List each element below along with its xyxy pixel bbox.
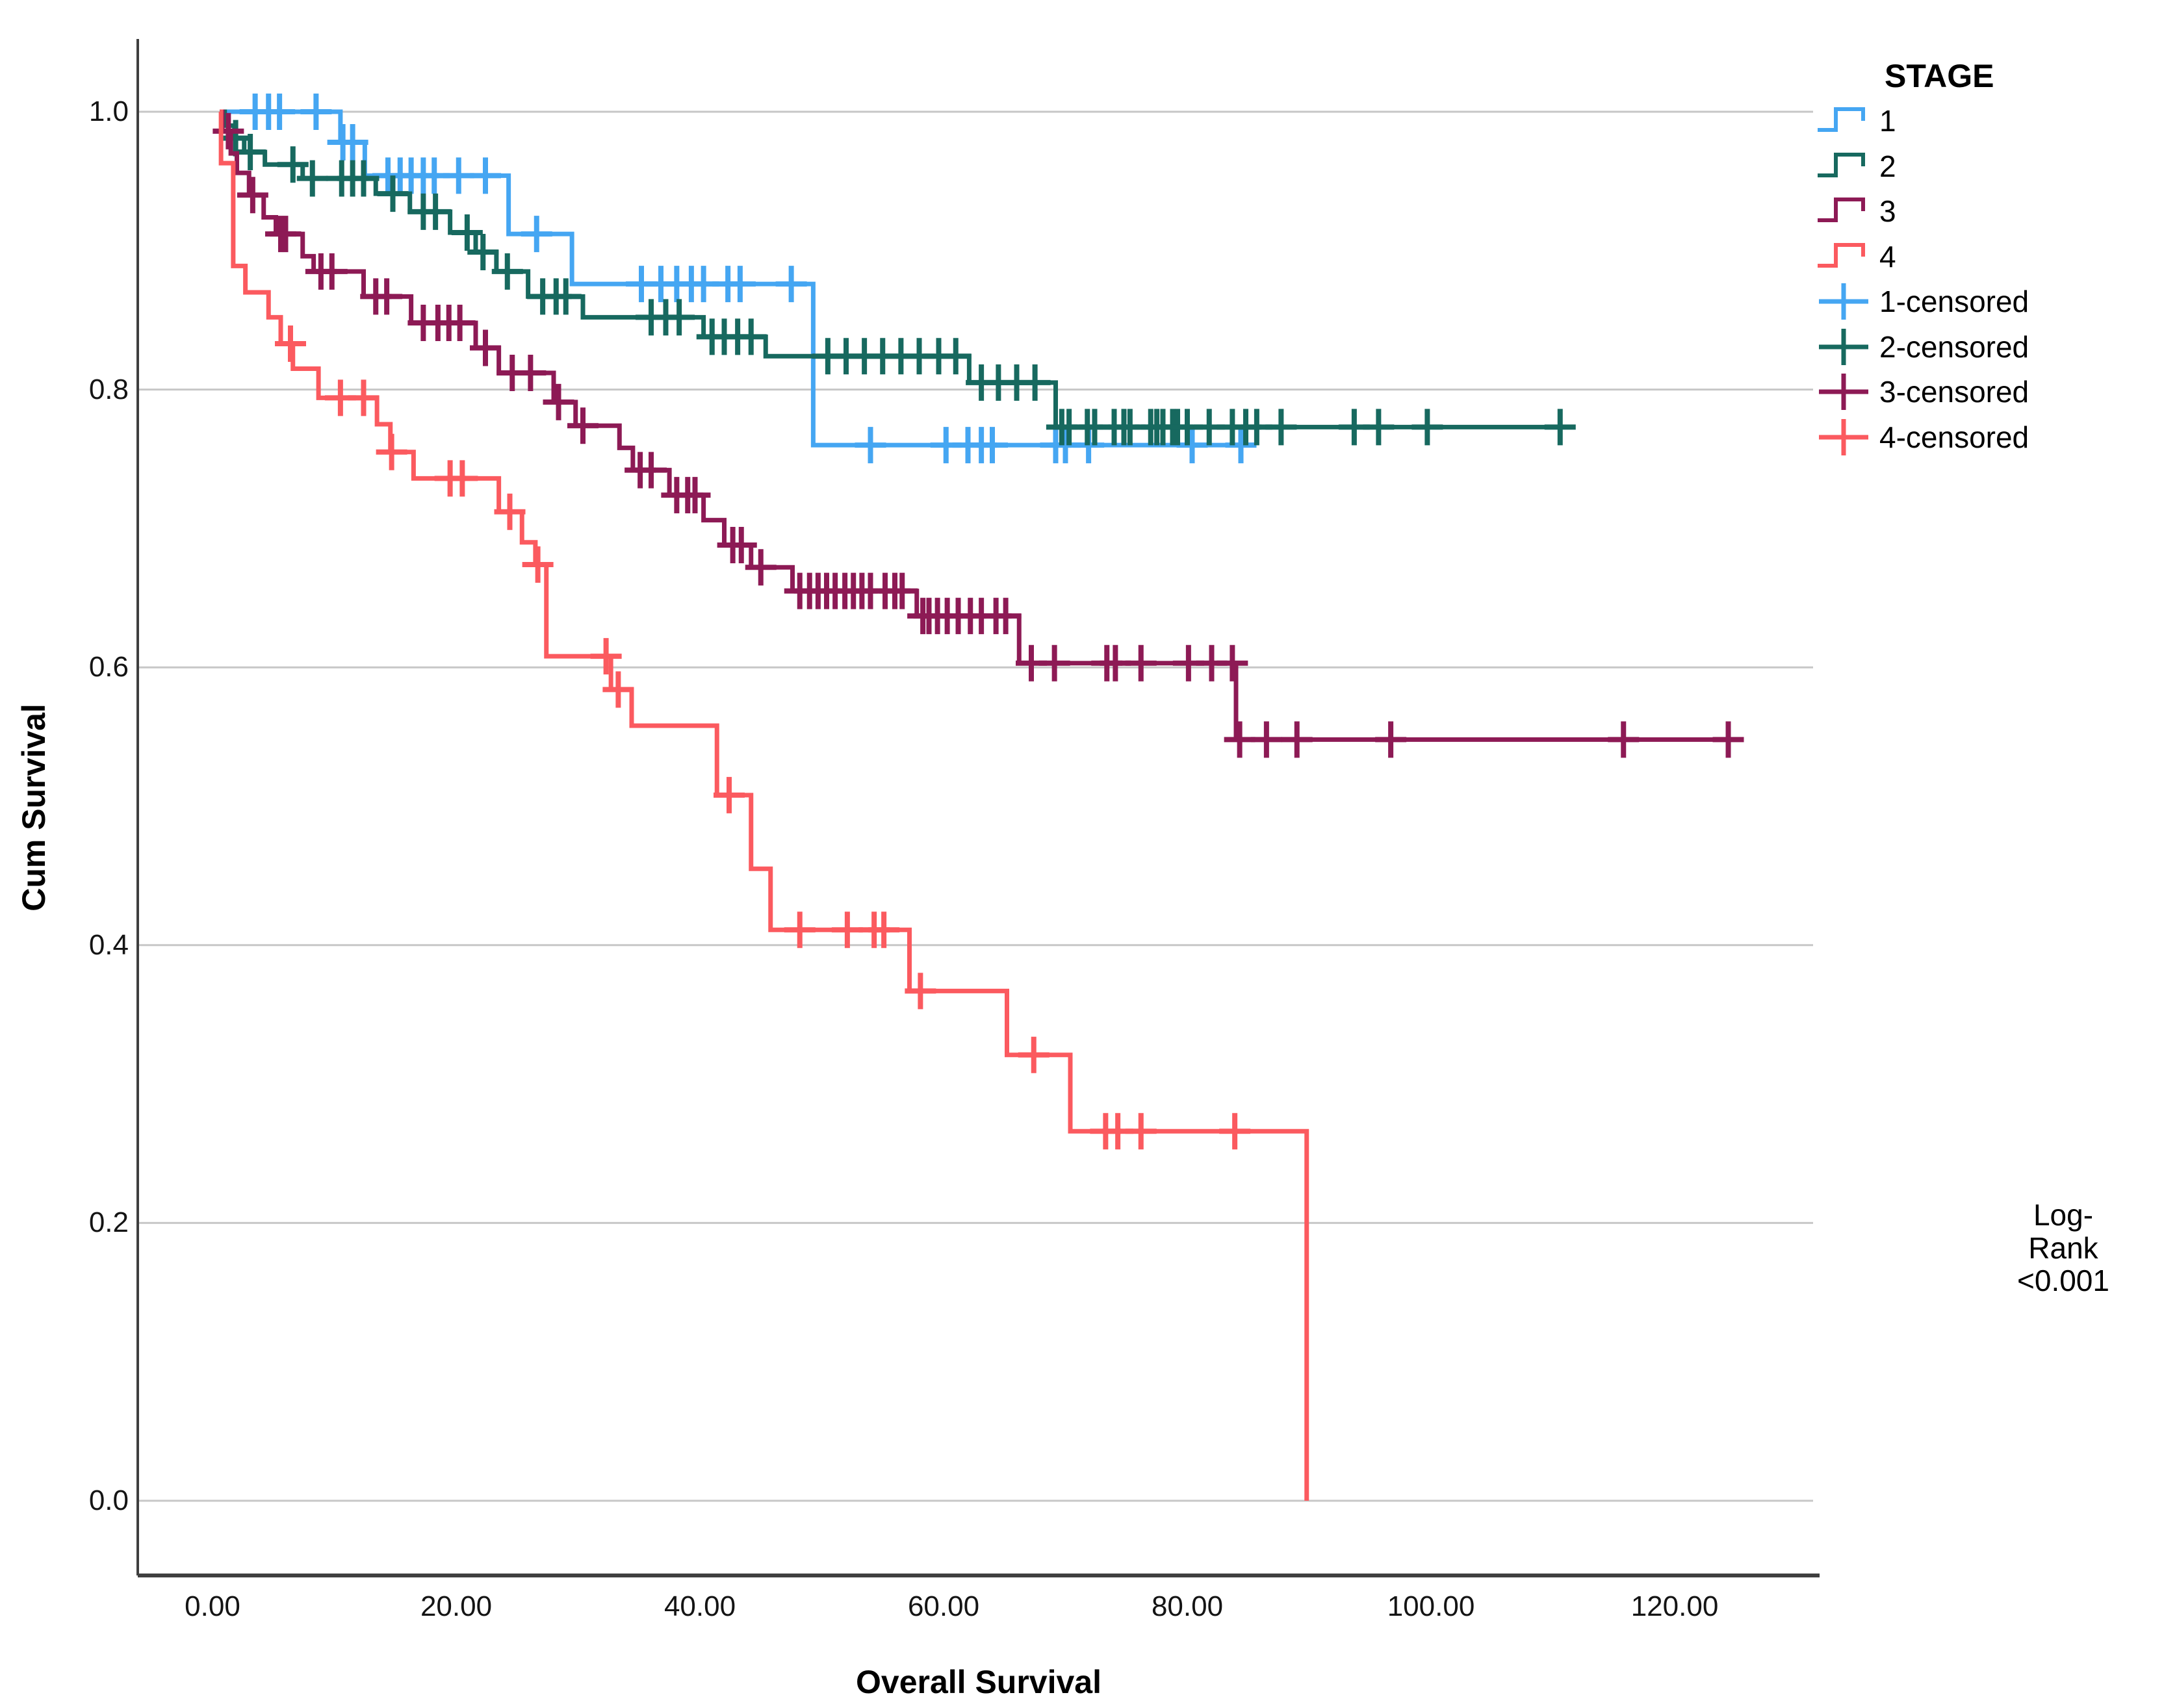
stage-4-series — [218, 109, 1309, 1501]
stage-3-series — [213, 109, 1744, 758]
stage-3-censored-marks — [213, 112, 1744, 758]
legend-censored-plus-icon — [1819, 329, 1868, 365]
stage-1-series — [220, 94, 1257, 464]
y-tick-label-0.8: 0.8 — [88, 373, 129, 405]
x-tick-label-40.00: 40.00 — [663, 1590, 736, 1622]
stage-4-curve — [218, 109, 1309, 1501]
x-tick-label-80.00: 80.00 — [1151, 1590, 1224, 1622]
legend-item-3: 3 — [1807, 192, 2158, 231]
legend-title: STAGE — [1885, 58, 1994, 94]
legend-censored-plus-icon — [1819, 374, 1868, 410]
legend-item-label: 1 — [1879, 104, 1896, 138]
gridlines — [138, 110, 1813, 1502]
y-tick-label-0.4: 0.4 — [88, 928, 129, 961]
legend-item-label: 2-censored — [1879, 330, 2029, 364]
legend-item-1-censored: 1-censored — [1807, 282, 2158, 321]
stage-4-censored-marks — [275, 325, 1251, 1150]
log-rank-label: Log-Rank — [2028, 1198, 2098, 1265]
legend-item-label: 3-censored — [1879, 375, 2029, 409]
legend-item-label: 2 — [1879, 149, 1896, 183]
x-tick-label-60.00: 60.00 — [907, 1590, 980, 1622]
x-tick-label-100.00: 100.00 — [1387, 1590, 1475, 1622]
legend-item-label: 3 — [1879, 194, 1896, 228]
y-tick-label-1.0: 1.0 — [88, 96, 129, 127]
y-tick-label-0.6: 0.6 — [88, 651, 129, 683]
x-tick-label-0.00: 0.00 — [185, 1590, 240, 1622]
log-rank-value: <0.001 — [2017, 1264, 2109, 1298]
legend-step-swatch-icon — [1818, 153, 1865, 177]
legend-step-swatch-icon — [1818, 107, 1865, 132]
legend-item-label: 1-censored — [1879, 285, 2029, 318]
legend-item-label: 4 — [1879, 240, 1896, 274]
axes — [136, 39, 1820, 1577]
legend-item-4: 4 — [1807, 237, 2158, 276]
legend-step-swatch-icon — [1818, 243, 1865, 268]
stage-2-censored-marks — [220, 120, 1576, 446]
legend-item-1: 1 — [1807, 101, 2158, 140]
stage-2-series — [220, 109, 1576, 446]
x-axis-title: Overall Survival — [855, 1664, 1102, 1700]
legend-item-2: 2 — [1807, 147, 2158, 186]
legend-item-2-censored: 2-censored — [1807, 327, 2158, 366]
legend-censored-plus-icon — [1819, 283, 1868, 320]
legend-step-swatch-icon — [1818, 198, 1865, 222]
y-tick-label-0.2: 0.2 — [88, 1206, 129, 1239]
x-tick-label-20.00: 20.00 — [420, 1590, 493, 1622]
legend-item-3-censored: 3-censored — [1807, 372, 2158, 411]
stage-1-censored-marks — [239, 94, 1257, 464]
legend-item-4-censored: 4-censored — [1807, 418, 2158, 457]
y-tick-label-0.0: 0.0 — [88, 1485, 129, 1516]
legend-censored-plus-icon — [1819, 419, 1868, 455]
log-rank-annotation: Log-Rank <0.001 — [2013, 1199, 2114, 1297]
x-tick-label-120.00: 120.00 — [1630, 1590, 1719, 1622]
y-axis-title: Cum Survival — [16, 704, 52, 911]
legend-item-label: 4-censored — [1879, 420, 2029, 454]
